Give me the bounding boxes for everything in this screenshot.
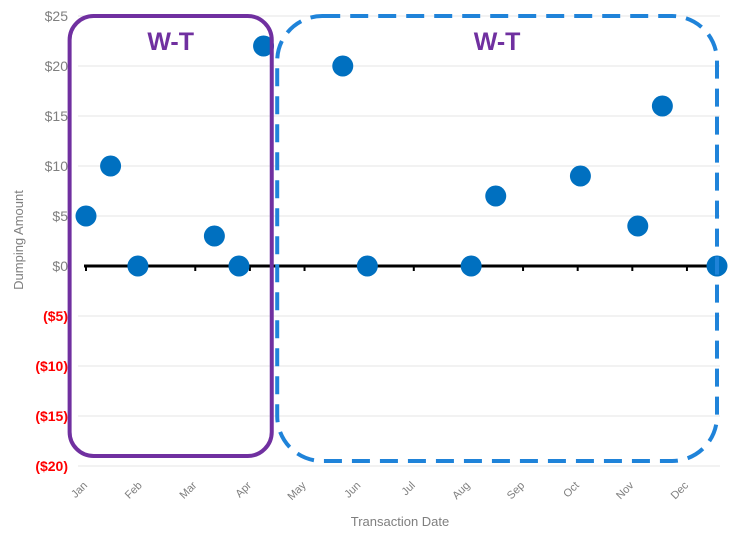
region-label: W-T (147, 28, 194, 56)
x-tick-label: Jan (69, 480, 90, 501)
region-label: W-T (474, 28, 521, 56)
x-tick-label: Apr (233, 479, 254, 500)
gridlines (78, 15, 720, 467)
x-tick-label: Sep (505, 480, 527, 502)
y-tick-labels: $25 $20 $15 $10 $5 $0 ($5) ($10) ($15) ($20) (35, 8, 68, 474)
solid-region-box (67, 14, 274, 458)
y-tick-label: ($20) (35, 458, 68, 474)
y-tick-label: ($5) (43, 308, 68, 324)
data-point (356, 255, 378, 277)
data-point (203, 225, 225, 247)
data-point (569, 165, 591, 187)
data-point (627, 215, 649, 237)
y-tick-label: $20 (45, 58, 69, 74)
x-tick-label: Oct (561, 480, 582, 501)
data-point (100, 155, 122, 177)
y-tick-label: ($10) (35, 358, 68, 374)
data-point (228, 255, 250, 277)
x-tick-label: Aug (450, 480, 472, 502)
x-axis-title: Transaction Date (351, 514, 450, 529)
y-axis-title: Dumping Amount (11, 190, 26, 290)
x-tick-labels: Jan Feb Mar Apr May Jun Jul Aug Sep Oct Nov Dec (69, 479, 691, 503)
y-tick-label: $25 (45, 8, 69, 24)
data-point (332, 55, 354, 77)
x-tick-label: Nov (614, 479, 637, 502)
data-point (651, 95, 673, 117)
data-point (75, 205, 97, 227)
y-tick-label: $10 (45, 158, 69, 174)
x-tick-label: Jun (342, 480, 363, 501)
x-tick-label: Jul (399, 480, 417, 498)
x-tick-label: Mar (177, 479, 199, 501)
data-point (460, 255, 482, 277)
y-tick-label: $0 (52, 258, 68, 274)
annotation-regions: W-T W-T (67, 14, 719, 463)
x-tick-label: May (285, 479, 309, 503)
x-tick-label: Feb (123, 480, 145, 502)
data-points (75, 35, 728, 277)
x-tick-label: Dec (669, 479, 692, 502)
y-tick-label: $5 (52, 208, 68, 224)
data-point (253, 35, 275, 57)
data-point (127, 255, 149, 277)
zero-axis (84, 264, 722, 271)
data-point (485, 185, 507, 207)
y-tick-label: $15 (45, 108, 69, 124)
dashed-region-box (275, 14, 719, 463)
y-tick-label: ($15) (35, 408, 68, 424)
